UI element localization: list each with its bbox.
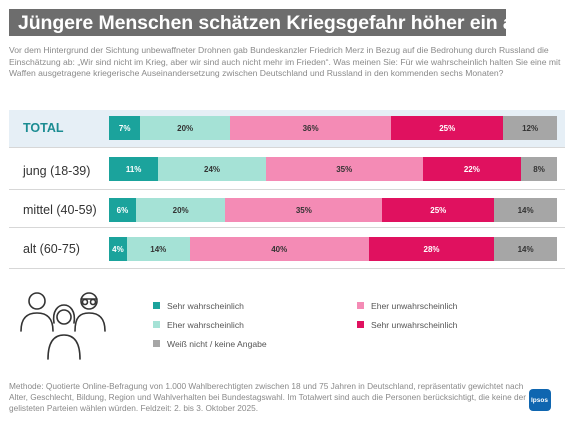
data-label: 14%: [517, 244, 534, 254]
row-label-mittel: mittel (40-59): [23, 203, 97, 217]
row-separator: [9, 147, 565, 148]
legend-label: Sehr wahrscheinlich: [167, 301, 244, 311]
legend-label: Eher unwahrscheinlich: [371, 301, 458, 311]
data-label: 14%: [517, 205, 534, 215]
data-label: 4%: [112, 244, 124, 254]
data-label: 14%: [150, 244, 167, 254]
bar-segment: 35%: [225, 198, 383, 222]
data-label: 28%: [423, 244, 440, 254]
logo-text: Ipsos: [531, 397, 548, 404]
data-label: 20%: [172, 205, 189, 215]
legend-swatch: [357, 321, 364, 328]
data-label: 35%: [295, 205, 312, 215]
data-label: 8%: [533, 164, 545, 174]
data-label: 40%: [271, 244, 288, 254]
row-separator: [9, 227, 565, 228]
bar-segment: 20%: [135, 198, 226, 222]
bar-segment: 11%: [109, 157, 159, 181]
data-label: 11%: [125, 164, 142, 174]
legend-swatch: [153, 321, 160, 328]
bar-segment: 4%: [109, 237, 127, 261]
bar-segment: 22%: [422, 157, 522, 181]
bar-segment: 40%: [189, 237, 369, 261]
data-label: 22%: [463, 164, 480, 174]
row-label-alt: alt (60-75): [23, 242, 80, 256]
legend-swatch: [153, 340, 160, 347]
row-separator: [9, 189, 565, 190]
row-separator: [9, 268, 565, 269]
bar-segment: 6%: [109, 198, 136, 222]
data-label: 35%: [336, 164, 353, 174]
legend-label: Weiß nicht / keine Angabe: [167, 339, 267, 349]
ipsos-logo: Ipsos: [529, 389, 551, 411]
intro-text: Vor dem Hintergrund der Sichtung unbewaf…: [9, 45, 561, 78]
data-label: 25%: [430, 205, 447, 215]
chart-title: Jüngere Menschen schätzen Kriegsgefahr h…: [18, 12, 574, 34]
title-bar: Jüngere Menschen schätzen Kriegsgefahr h…: [9, 9, 574, 36]
row-label-jung: jung (18-39): [23, 164, 91, 178]
bar-segment: 14%: [494, 198, 557, 222]
bar-segment: 14%: [126, 237, 190, 261]
data-label: 6%: [116, 205, 129, 215]
legend-swatch: [153, 302, 160, 309]
bar-segment: 25%: [382, 198, 495, 222]
total-row-highlight: [9, 110, 565, 147]
bar-segment: 28%: [368, 237, 495, 261]
people-icon: [20, 292, 106, 360]
bar-segment: 24%: [158, 157, 266, 181]
bar-segment: 35%: [265, 157, 423, 181]
data-label: 24%: [204, 164, 221, 174]
legend-label: Eher wahrscheinlich: [167, 320, 244, 330]
legend-swatch: [357, 302, 364, 309]
legend-label: Sehr unwahrscheinlich: [371, 320, 458, 330]
bar-segment: 8%: [521, 157, 557, 181]
bar-segment: 14%: [494, 237, 557, 261]
method-note: Methode: Quotierte Online-Befragung von …: [9, 381, 527, 413]
row-label-total: TOTAL: [23, 121, 64, 135]
